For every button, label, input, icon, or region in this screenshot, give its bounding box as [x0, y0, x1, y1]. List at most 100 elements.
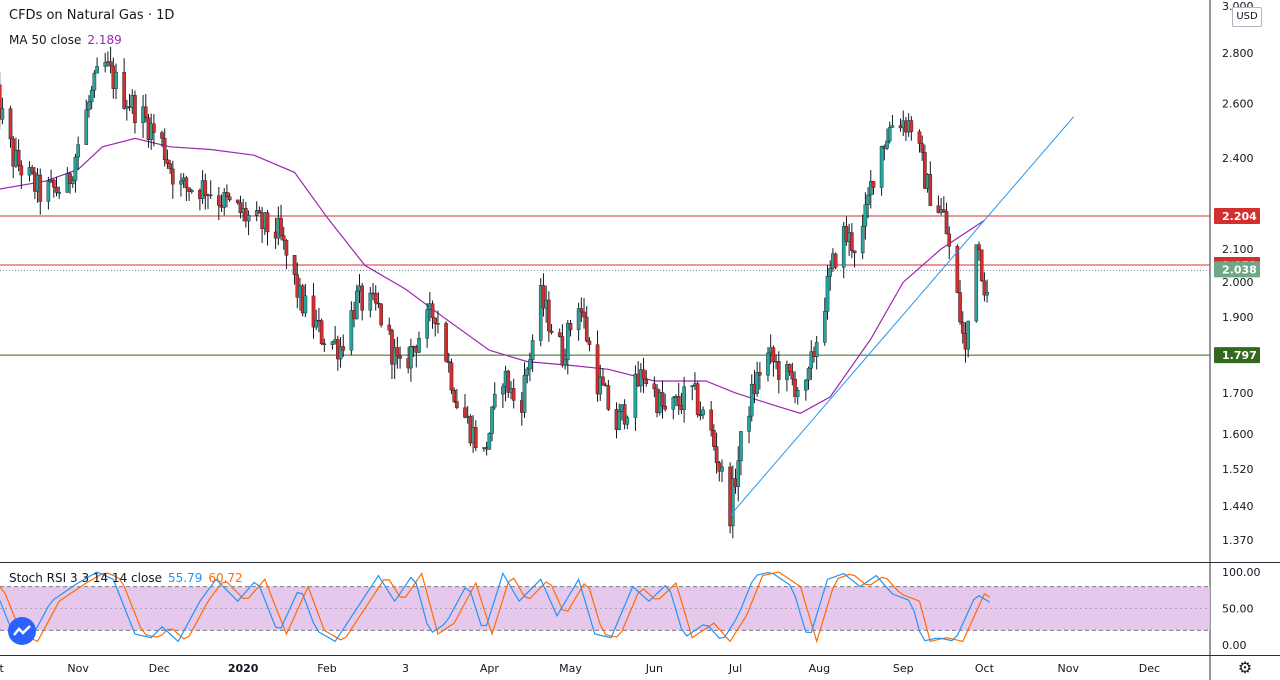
candle-body — [92, 72, 97, 91]
candle-body — [755, 372, 759, 394]
symbol-legend[interactable]: CFDs on Natural Gas · 1D — [9, 8, 174, 23]
candle-body — [379, 303, 383, 326]
candle-body — [749, 383, 754, 417]
candle-body — [712, 430, 716, 447]
candle-body — [292, 255, 297, 275]
candle-body — [606, 385, 611, 410]
candle-body — [373, 292, 378, 304]
candle-body — [525, 368, 530, 376]
trendline[interactable] — [729, 116, 1075, 516]
candle-body — [582, 311, 586, 318]
stoch-legend[interactable]: Stoch RSI 3 3 14 14 close 55.79 60.72 — [9, 571, 243, 585]
candle-body — [955, 246, 960, 293]
time-tick-label: Feb — [317, 662, 336, 675]
time-tick-label: Aug — [809, 662, 830, 675]
candle-body — [766, 352, 770, 376]
stoch-series — [0, 571, 991, 644]
candle-body — [579, 308, 584, 313]
candle-body — [890, 125, 895, 128]
candle-body — [376, 302, 381, 305]
level-support-tag-label: 1.797 — [1222, 349, 1257, 362]
candle-body — [595, 344, 600, 395]
candle-body — [168, 163, 172, 170]
ma-value: 2.189 — [87, 33, 122, 47]
candle-body — [19, 165, 24, 176]
candle-body — [322, 343, 327, 345]
horizontal-levels[interactable] — [0, 215, 1210, 356]
candle-body — [974, 244, 979, 322]
price-tick-label: 1.700 — [1222, 387, 1254, 400]
candle-body — [822, 311, 827, 343]
candle-body — [398, 355, 402, 359]
candle-body — [165, 159, 170, 164]
candle-body — [663, 405, 667, 410]
candle-body — [490, 406, 494, 434]
price-tick-label: 1.520 — [1222, 463, 1254, 476]
tradingview-logo-icon[interactable] — [8, 617, 36, 645]
candle-body — [235, 199, 240, 203]
candle-body — [89, 89, 94, 103]
candle-body — [814, 342, 819, 358]
stoch-k-line — [0, 571, 991, 643]
candle-body — [511, 388, 516, 401]
ascending-trendline — [729, 116, 1075, 516]
candle-body — [390, 329, 394, 365]
ma-legend[interactable]: MA 50 close 2.189 — [9, 33, 122, 47]
candle-body — [222, 192, 227, 208]
currency-button[interactable]: USD — [1232, 7, 1262, 27]
candle-body — [985, 292, 989, 296]
candle-body — [417, 338, 421, 353]
time-tick-label: Jul — [728, 662, 742, 675]
candle-body — [51, 179, 56, 188]
candles-series — [0, 46, 989, 539]
candle-body — [936, 205, 941, 213]
candle-body — [695, 383, 700, 415]
candle-body — [68, 173, 72, 184]
candle-body — [758, 372, 762, 376]
candle-body — [171, 168, 175, 185]
candle-body — [184, 177, 189, 188]
candle-body — [330, 341, 335, 345]
level-resistance-high-tag-bg — [1214, 208, 1260, 225]
gear-icon[interactable]: ⚙ — [1237, 658, 1253, 677]
ma50-series — [0, 137, 985, 414]
candle-body — [73, 156, 78, 181]
price-tick-label: 2.100 — [1222, 243, 1254, 256]
candle-body — [409, 345, 413, 369]
candle-body — [133, 95, 137, 124]
candle-body — [179, 180, 183, 185]
candle-body — [625, 417, 630, 425]
candle-body — [825, 275, 830, 312]
candle-body — [736, 460, 741, 487]
candle-body — [474, 427, 478, 448]
candle-body — [739, 431, 743, 462]
candle-body — [787, 364, 792, 372]
candle-body — [311, 295, 316, 328]
axes: 1.3701.4401.5201.6001.7001.8001.9002.000… — [0, 0, 1261, 675]
candle-body — [871, 181, 876, 188]
candle-body — [944, 211, 949, 235]
candle-body — [16, 149, 21, 166]
candle-body — [54, 187, 59, 193]
candle-body — [923, 152, 927, 189]
time-tick-label: Oct — [0, 662, 4, 675]
candle-body — [162, 138, 167, 161]
candle-body — [793, 378, 797, 397]
candle-body — [598, 376, 603, 395]
candle-body — [522, 374, 527, 413]
ma50-line — [0, 137, 985, 414]
candle-body — [652, 383, 657, 390]
candle-body — [928, 174, 933, 206]
time-tick-label: May — [559, 662, 582, 675]
candle-body — [395, 347, 400, 357]
candle-body — [354, 290, 359, 320]
time-tick-label: Dec — [149, 662, 170, 675]
candle-body — [433, 317, 438, 324]
candle-body — [850, 232, 854, 251]
candle-body — [238, 202, 243, 214]
candle-body — [38, 174, 43, 202]
candle-body — [709, 409, 713, 431]
candle-body — [947, 233, 952, 247]
level-support-tag-bg — [1214, 347, 1260, 364]
